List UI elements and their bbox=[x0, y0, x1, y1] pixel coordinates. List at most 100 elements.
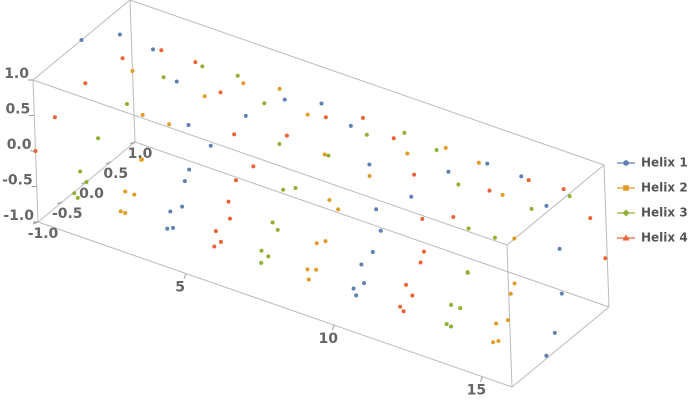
legend-label: Helix 1 bbox=[641, 156, 688, 170]
point bbox=[487, 188, 492, 193]
y-tick-label: 1.0 bbox=[128, 146, 153, 162]
box-edge bbox=[37, 221, 513, 388]
point bbox=[270, 220, 275, 225]
point bbox=[161, 75, 166, 80]
point bbox=[182, 179, 187, 184]
point bbox=[123, 211, 128, 216]
point bbox=[443, 145, 448, 150]
point bbox=[277, 142, 282, 147]
point bbox=[405, 151, 410, 156]
point bbox=[364, 132, 369, 137]
point bbox=[171, 225, 176, 230]
point bbox=[79, 38, 84, 42]
y-tick bbox=[129, 141, 136, 145]
point bbox=[458, 306, 463, 311]
point bbox=[151, 47, 156, 52]
y-tick-label: -0.5 bbox=[52, 206, 83, 222]
point bbox=[241, 81, 246, 86]
point bbox=[130, 69, 135, 73]
point bbox=[420, 216, 425, 221]
point bbox=[367, 162, 372, 167]
point bbox=[72, 191, 77, 196]
point bbox=[351, 286, 356, 291]
x-tick bbox=[479, 376, 483, 382]
point bbox=[552, 330, 557, 335]
box-edge bbox=[134, 141, 610, 308]
point bbox=[167, 122, 172, 127]
z-tick-label: 0.0 bbox=[7, 137, 32, 153]
point bbox=[120, 56, 125, 61]
point bbox=[251, 164, 256, 169]
x-tick bbox=[331, 324, 335, 331]
point bbox=[512, 281, 517, 286]
point bbox=[359, 262, 364, 267]
point bbox=[306, 277, 311, 282]
z-tick-label: 1.0 bbox=[4, 66, 29, 82]
point bbox=[139, 157, 144, 162]
point bbox=[378, 228, 383, 233]
point bbox=[212, 244, 217, 249]
point bbox=[78, 169, 83, 174]
point bbox=[336, 207, 341, 212]
point bbox=[118, 209, 123, 214]
point bbox=[323, 115, 328, 120]
point bbox=[421, 249, 426, 254]
point bbox=[391, 136, 396, 141]
z-tick-label: 0.5 bbox=[5, 102, 30, 118]
point bbox=[374, 207, 379, 212]
point bbox=[451, 215, 456, 220]
point bbox=[259, 260, 264, 265]
point bbox=[354, 293, 359, 298]
point bbox=[485, 161, 490, 166]
point bbox=[124, 101, 129, 106]
point bbox=[284, 133, 289, 138]
point bbox=[526, 178, 531, 183]
point bbox=[187, 167, 192, 172]
point bbox=[348, 123, 353, 128]
point bbox=[305, 112, 310, 117]
point bbox=[281, 187, 286, 192]
point bbox=[293, 186, 298, 191]
box-edge bbox=[603, 164, 610, 308]
y-tick-label: 0.0 bbox=[79, 186, 104, 202]
point bbox=[323, 239, 328, 244]
point bbox=[529, 206, 534, 211]
point bbox=[75, 195, 80, 200]
point bbox=[370, 250, 375, 255]
point bbox=[402, 130, 407, 135]
point bbox=[322, 152, 327, 157]
point bbox=[123, 189, 128, 194]
legend-label: Helix 4 bbox=[641, 231, 688, 245]
point bbox=[557, 246, 562, 251]
box-edge bbox=[511, 306, 610, 388]
point bbox=[403, 282, 408, 287]
point bbox=[233, 178, 238, 183]
x-tick bbox=[183, 273, 187, 279]
point bbox=[446, 169, 451, 174]
box-edge bbox=[129, 0, 605, 166]
point bbox=[561, 187, 566, 192]
point bbox=[168, 209, 173, 214]
point bbox=[96, 136, 101, 141]
box-edge bbox=[506, 164, 605, 246]
point bbox=[398, 304, 403, 309]
point bbox=[588, 216, 593, 221]
z-tick-label: -0.5 bbox=[2, 173, 33, 189]
point bbox=[277, 86, 282, 91]
point bbox=[496, 338, 501, 343]
point bbox=[235, 73, 240, 78]
point bbox=[326, 153, 331, 158]
y-tick-label: 0.5 bbox=[103, 166, 128, 182]
point bbox=[226, 199, 231, 204]
box-edge bbox=[506, 244, 513, 388]
legend-marker bbox=[622, 209, 630, 217]
point bbox=[367, 174, 372, 179]
legend-label: Helix 3 bbox=[641, 206, 688, 220]
point bbox=[603, 256, 608, 261]
point bbox=[434, 148, 439, 153]
point bbox=[213, 229, 218, 234]
point bbox=[259, 248, 264, 253]
point bbox=[492, 235, 497, 240]
point bbox=[165, 226, 170, 231]
